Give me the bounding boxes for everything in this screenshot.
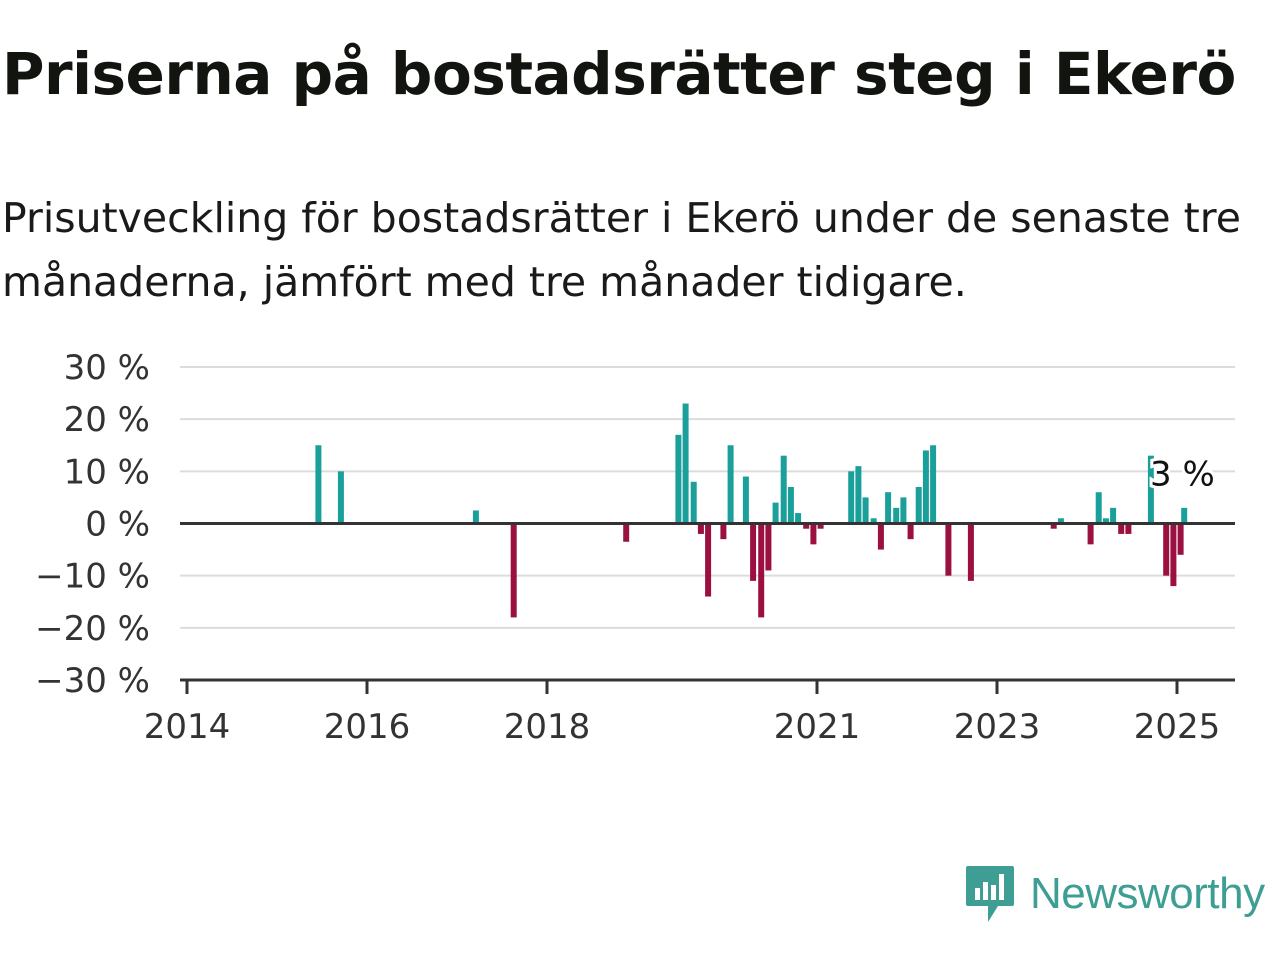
bar	[922, 450, 929, 524]
bars	[315, 403, 1188, 618]
bar	[900, 497, 907, 524]
bar	[817, 523, 824, 529]
bar	[510, 523, 517, 618]
bar	[862, 497, 869, 524]
newsworthy-bar-chart-icon	[966, 866, 1014, 922]
bar	[690, 481, 697, 524]
bar	[705, 523, 712, 597]
y-tick-label: −20 %	[35, 609, 150, 649]
bar	[907, 523, 914, 540]
bar	[795, 513, 802, 524]
bar	[1102, 518, 1109, 524]
y-tick-label: 20 %	[64, 400, 150, 440]
bar	[623, 523, 630, 542]
x-tick-label: 2018	[504, 707, 591, 740]
bar	[750, 523, 757, 581]
brand-name: Newsworthy	[1030, 869, 1265, 918]
bar	[1118, 523, 1125, 534]
bar	[472, 510, 479, 524]
y-tick-label: −30 %	[35, 661, 150, 701]
bar	[337, 471, 344, 524]
chart-subtitle: Prisutveckling för bostadsrätter i Ekerö…	[2, 194, 1241, 306]
y-tick-label: 0 %	[85, 505, 150, 545]
y-axis-ticks: 30 % 20 % 10 % 0 % −10 % −20 % −30 %	[35, 348, 150, 701]
bar	[877, 523, 884, 550]
bar	[1147, 455, 1154, 524]
bar	[1181, 507, 1188, 524]
bar	[727, 445, 734, 524]
latest-value-label: 3 %	[1150, 454, 1215, 494]
bar	[855, 466, 862, 524]
bar	[967, 523, 974, 581]
bar	[810, 523, 817, 545]
bar	[945, 523, 952, 576]
bar	[1095, 492, 1102, 524]
x-tick-label: 2023	[954, 707, 1041, 740]
bar	[885, 492, 892, 524]
bar	[765, 523, 772, 571]
bar	[772, 502, 779, 524]
bar	[870, 518, 877, 524]
bar	[930, 445, 937, 524]
bar	[803, 523, 810, 529]
bar	[1177, 523, 1184, 555]
bar	[893, 507, 900, 524]
bar	[1087, 523, 1094, 545]
newsworthy-logo: Newsworthy	[964, 864, 1265, 924]
y-tick-label: 10 %	[64, 452, 150, 492]
bar	[1057, 518, 1064, 524]
y-tick-label: 30 %	[64, 348, 150, 388]
bar	[1125, 523, 1132, 534]
x-tick-label: 2014	[144, 707, 231, 740]
bar	[915, 486, 922, 524]
x-tick-label: 2016	[324, 707, 411, 740]
bar	[1170, 523, 1177, 587]
y-tick-label: −10 %	[35, 557, 150, 597]
bar	[315, 445, 322, 524]
bar	[1110, 507, 1117, 524]
bar	[1050, 523, 1057, 529]
bar	[1163, 523, 1170, 576]
bar	[697, 523, 704, 534]
bar	[675, 434, 682, 524]
bar	[848, 471, 855, 524]
chart-title: Priserna på bostadsrätter steg i Ekerö	[2, 40, 1236, 108]
bar	[758, 523, 765, 618]
bar-chart: 30 %20 %10 %0 %−10 %−20 %−30 % 2014 2016 2…	[35, 348, 1235, 740]
x-axis-ticks: 2014 2016 2018 2021 2023 2025	[144, 680, 1221, 740]
x-tick-label: 2021	[774, 707, 861, 740]
bar	[682, 403, 689, 524]
x-tick-label: 2025	[1134, 707, 1221, 740]
bar	[780, 455, 787, 524]
bar	[787, 486, 794, 524]
bar	[742, 476, 749, 524]
bar	[720, 523, 727, 540]
